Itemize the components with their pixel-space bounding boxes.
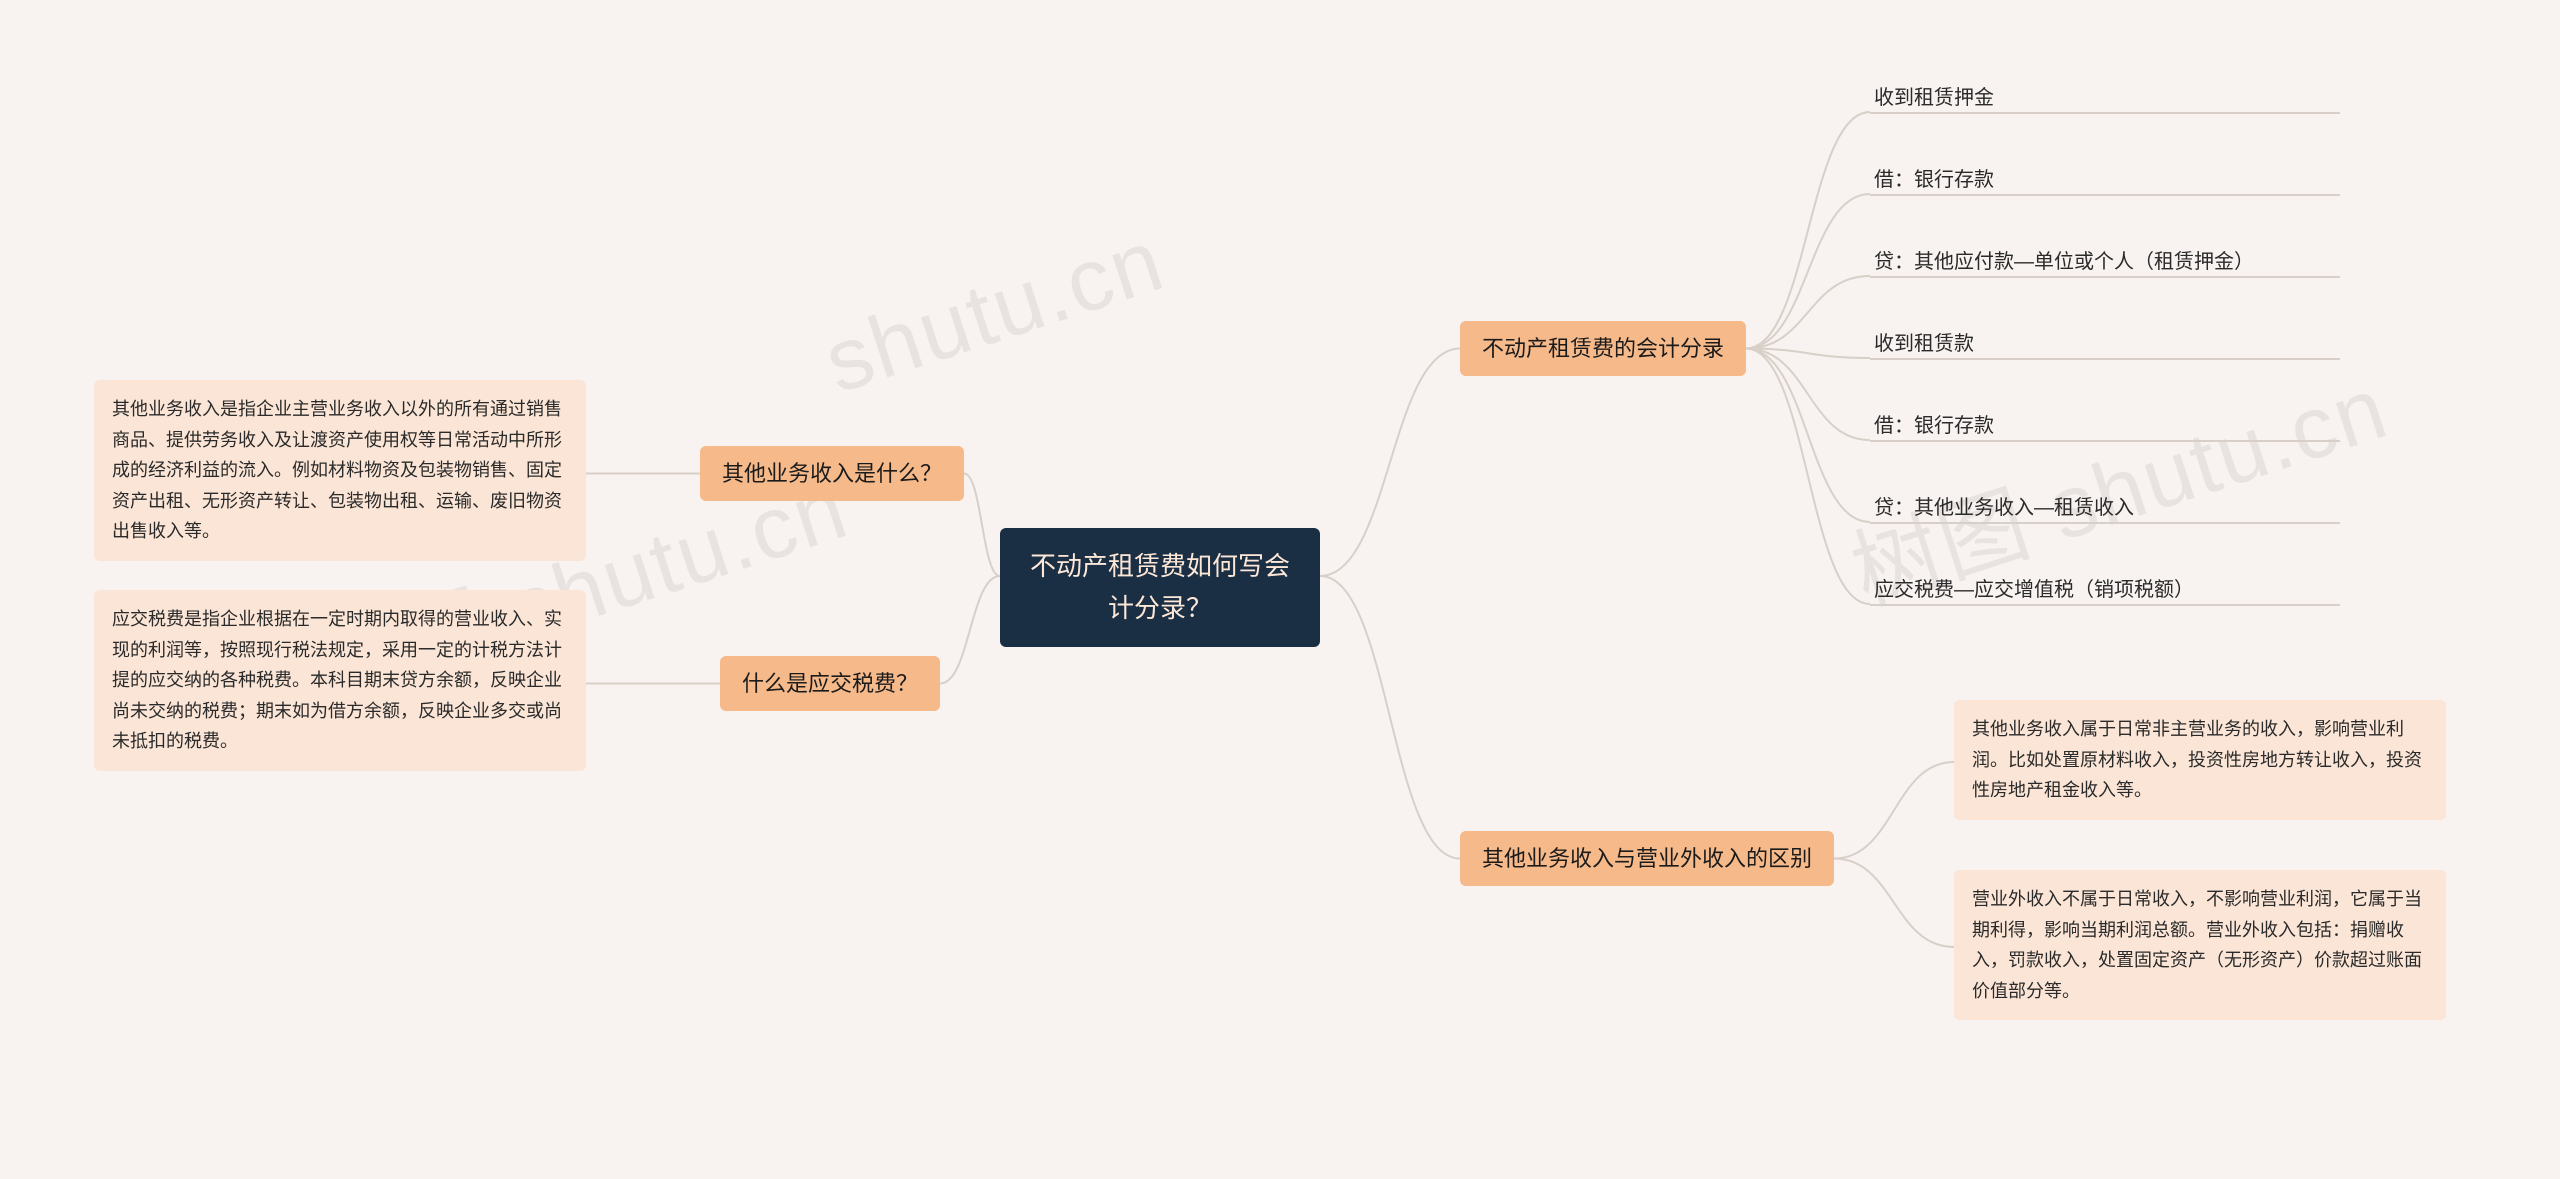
node-underline [1870,604,2340,606]
branch-lb1: 其他业务收入是什么？ [700,446,964,501]
root-node: 不动产租赁费如何写会计分录？ [1000,528,1320,647]
leaf-lb1: 其他业务收入是指企业主营业务收入以外的所有通过销售商品、提供劳务收入及让渡资产使… [94,380,586,561]
node-underline [1870,276,2340,278]
branch-lb2: 什么是应交税费？ [720,656,940,711]
node-underline [1870,440,2340,442]
leaf-lb2: 应交税费是指企业根据在一定时期内取得的营业收入、实现的利润等，按照现行税法规定，… [94,590,586,771]
leaf-rb2-1: 营业外收入不属于日常收入，不影响营业利润，它属于当期利得，影响当期利润总额。营业… [1954,870,2446,1020]
mindmap-canvas: 树图 shutu.cnshutu.cn树图 shutu.cn不动产租赁费如何写会… [0,0,2560,1179]
leaf-rb2-0: 其他业务收入属于日常非主营业务的收入，影响营业利润。比如处置原材料收入，投资性房… [1954,700,2446,820]
watermark: shutu.cn [813,209,1176,414]
node-underline [1870,194,2340,196]
node-underline [1870,112,2340,114]
branch-rb2: 其他业务收入与营业外收入的区别 [1460,831,1834,886]
node-underline [1870,522,2340,524]
node-underline [1870,358,2340,360]
branch-rb1: 不动产租赁费的会计分录 [1460,321,1746,376]
